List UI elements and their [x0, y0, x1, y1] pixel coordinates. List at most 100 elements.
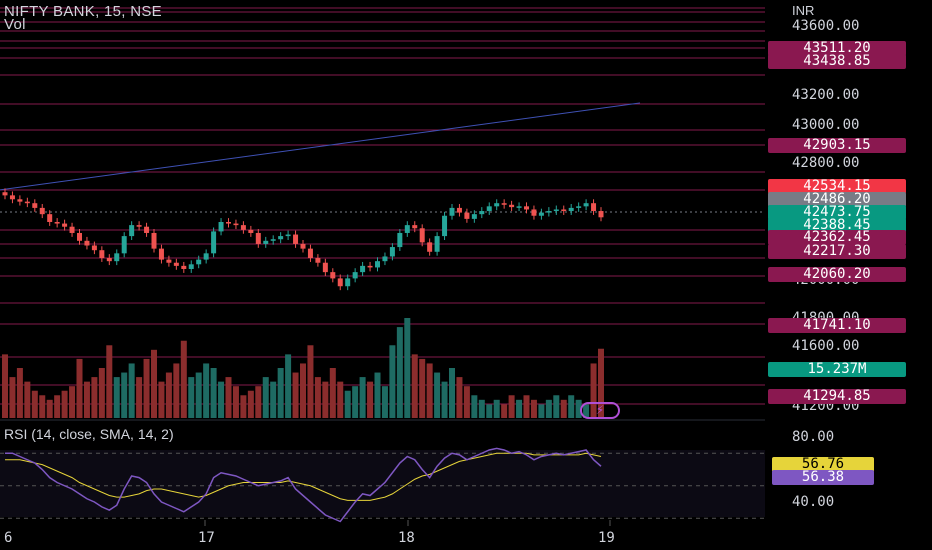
volume-bar: [314, 377, 321, 418]
candle-body: [99, 250, 105, 259]
volume-bar: [553, 395, 560, 418]
rsi-line: [5, 447, 602, 523]
price-tag: 43438.85: [768, 54, 906, 69]
candle-body: [576, 206, 582, 208]
candle-body: [553, 209, 559, 212]
volume-bar: [449, 368, 455, 418]
volume-bar: [255, 386, 262, 418]
candle-body: [166, 259, 172, 263]
volume-bar: [456, 377, 463, 418]
candle-body: [456, 207, 462, 213]
price-tag: 42486.20: [768, 192, 906, 207]
candle-body: [129, 225, 135, 237]
lightning-icon[interactable]: ⚡: [580, 402, 620, 419]
volume-bar: [598, 348, 604, 418]
volume-bar: [188, 377, 195, 418]
candle-body: [17, 199, 23, 202]
volume-bar: [136, 377, 143, 418]
date-tick: 19: [598, 530, 615, 546]
candle-body: [114, 253, 120, 262]
volume-bar: [83, 381, 90, 418]
volume-label: Vol: [4, 16, 26, 33]
volume-bar: [396, 327, 403, 418]
candle-body: [509, 204, 515, 208]
volume-bar: [590, 363, 597, 418]
candle-body: [382, 256, 388, 262]
candle-body: [307, 248, 313, 259]
candle-body: [412, 225, 418, 229]
candle-body: [278, 236, 284, 240]
volume-bar: [2, 354, 8, 418]
volume-bar: [121, 372, 128, 418]
candle-body: [591, 203, 597, 212]
candle-body: [293, 234, 299, 244]
volume-bar: [31, 390, 38, 418]
candle-body: [188, 264, 194, 269]
price-tag: 43511.20: [768, 41, 906, 56]
candle-body: [345, 278, 351, 287]
volume-bar: [530, 399, 537, 418]
candle-body: [561, 209, 567, 212]
volume-bar: [247, 390, 254, 418]
candle-body: [427, 242, 433, 252]
candle-body: [330, 272, 336, 279]
volume-bar: [307, 345, 314, 418]
volume-bar: [329, 368, 336, 418]
candle-body: [389, 247, 395, 257]
volume-bar: [113, 377, 120, 418]
candle-body: [598, 211, 604, 218]
volume-bar: [374, 372, 381, 418]
price-axis-tick: 41600.00: [792, 338, 860, 354]
volume-bar: [270, 381, 277, 418]
price-tag: 42473.75: [768, 205, 906, 220]
candle-body: [352, 272, 358, 279]
candle-body: [300, 243, 306, 249]
volume-bar: [9, 377, 16, 418]
price-tag: 42362.45: [768, 230, 906, 245]
candle-body: [397, 232, 403, 248]
rsi-axis-tick: 40.00: [792, 494, 835, 510]
candle-body: [121, 236, 127, 254]
candle-body: [524, 206, 529, 210]
price-tag: 42217.30: [768, 244, 906, 259]
volume-bar: [165, 372, 172, 418]
volume-bar: [218, 381, 225, 418]
volume-bar: [158, 381, 165, 418]
volume-bar: [337, 381, 344, 418]
volume-bar: [322, 381, 329, 418]
volume-bar: [404, 318, 411, 418]
volume-bar: [91, 377, 98, 418]
candle-body: [583, 203, 589, 207]
candle-body: [538, 212, 544, 216]
volume-bar: [195, 372, 202, 418]
candle-body: [32, 203, 38, 208]
volume-bar: [441, 381, 448, 418]
volume-bar: [352, 386, 359, 418]
volume-bar: [240, 395, 247, 418]
candle-body: [106, 258, 112, 262]
volume-bar: [16, 368, 23, 418]
volume-bar: [173, 363, 180, 418]
candle-body: [218, 222, 224, 232]
volume-bar: [523, 395, 530, 418]
volume-bar: [300, 363, 306, 418]
candle-body: [449, 207, 455, 216]
volume-bar: [76, 358, 83, 418]
candle-body: [255, 232, 261, 244]
volume-bar: [434, 372, 441, 418]
candle-body: [464, 212, 470, 219]
candle-body: [24, 201, 30, 204]
volume-bar: [471, 395, 478, 418]
candle-body: [144, 226, 150, 233]
candle-body: [2, 192, 8, 196]
price-tag: 42388.45: [768, 218, 906, 233]
candle-body: [285, 234, 291, 237]
date-tick: 18: [398, 530, 415, 546]
volume-bar: [501, 404, 508, 418]
price-tag: 41294.85: [768, 389, 906, 404]
candle-body: [375, 261, 380, 268]
volume-bar: [106, 345, 113, 418]
candle-body: [516, 206, 522, 208]
price-tag: 42903.15: [768, 138, 906, 153]
